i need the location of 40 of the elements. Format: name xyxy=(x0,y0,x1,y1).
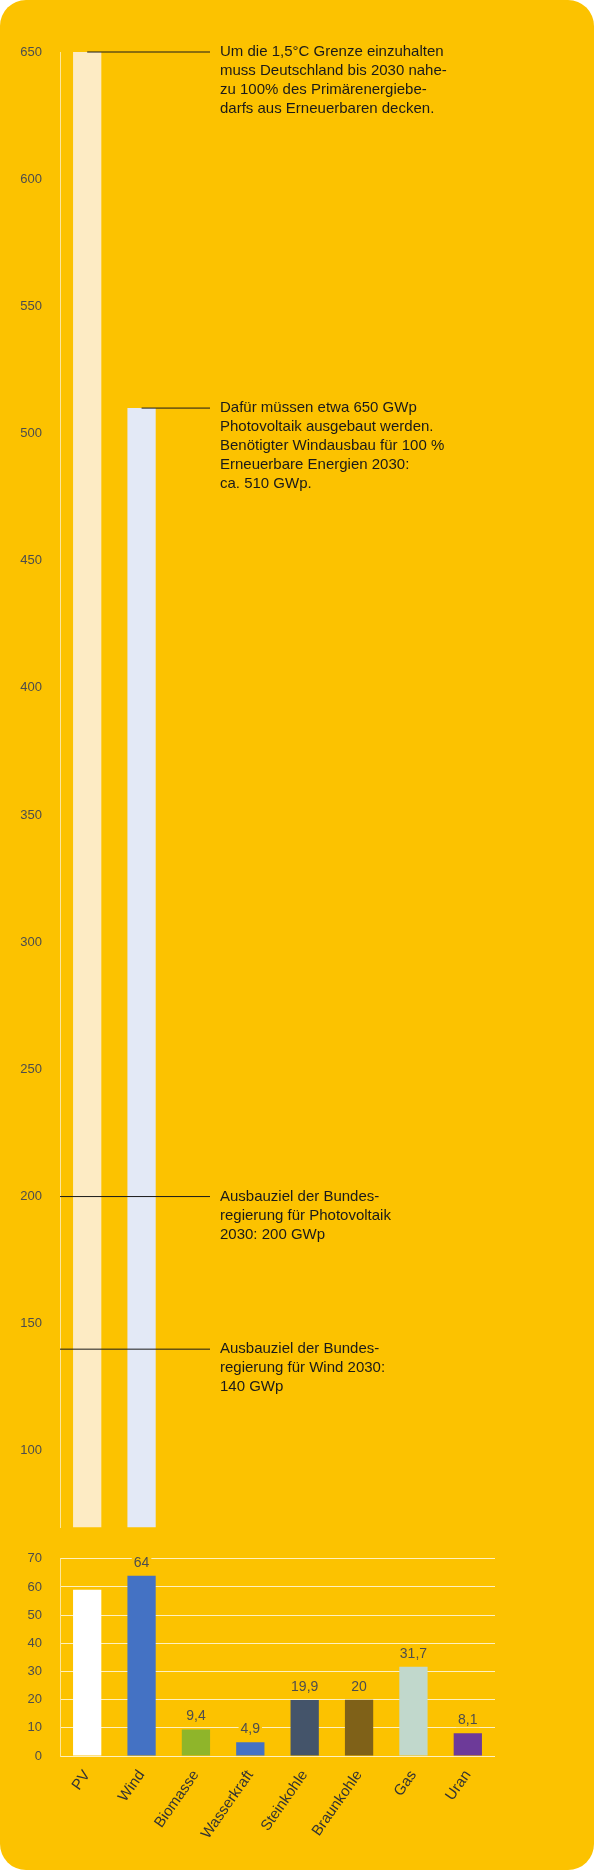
y-tick-label: 250 xyxy=(20,1060,42,1076)
annotation: Um die 1,5°C Grenze einzuhalten muss Deutschland bis 2030 nahe- zu 100% des Primärenergiebe- darfs aus Erneuerbaren decken. xyxy=(220,42,447,117)
y-tick-label: 400 xyxy=(20,679,42,695)
ref-line-label: Ausbauziel der Bundes- regierung für Photovoltaik 2030: 200 GWp xyxy=(220,1186,392,1242)
y-tick-label: 50 xyxy=(27,1606,42,1622)
bar xyxy=(453,1733,482,1756)
y-tick-label: 350 xyxy=(20,806,42,822)
y-tick-label: 200 xyxy=(20,1188,42,1204)
data-label: 8,1 xyxy=(458,1711,478,1728)
y-tick-label: 150 xyxy=(20,1315,42,1331)
y-tick-label: 20 xyxy=(27,1691,42,1707)
annotation: Dafür müssen etwa 650 GWp Photovoltaik ausgebaut werden. Benötigter Windausbau für 100 % Erneuerbare Energien 2030: ca. 510 GWp. xyxy=(220,398,445,492)
y-tick-label: 100 xyxy=(20,1442,42,1458)
y-tick-label: 450 xyxy=(20,552,42,568)
y-tick-label: 600 xyxy=(20,170,42,186)
data-label: 64 xyxy=(133,1553,150,1570)
y-tick-label: 60 xyxy=(27,1578,42,1594)
bar xyxy=(399,1666,428,1756)
bar xyxy=(344,1699,374,1756)
bar xyxy=(127,1575,156,1756)
bar xyxy=(290,1699,319,1756)
bar xyxy=(181,1729,211,1756)
y-tick-label: 30 xyxy=(27,1663,42,1679)
data-label: 4,9 xyxy=(240,1720,261,1737)
ref-line-label: Ausbauziel der Bundes- regierung für Wind 2030: 140 GWp xyxy=(220,1339,386,1395)
data-label: 20 xyxy=(351,1677,368,1694)
data-label: 9,4 xyxy=(186,1707,206,1724)
y-tick-label: 300 xyxy=(20,933,42,949)
y-tick-label: 0 xyxy=(34,1747,42,1763)
y-tick-label: 10 xyxy=(27,1719,42,1735)
x-tick-label: PV xyxy=(67,1766,94,1793)
data-label: 19,9 xyxy=(291,1677,319,1694)
y-tick-label: 650 xyxy=(20,43,42,59)
x-tick-label: Gas xyxy=(389,1766,420,1799)
y-tick-label: 500 xyxy=(20,425,42,441)
y-tick-label: 40 xyxy=(27,1634,42,1650)
y-tick-label: 550 xyxy=(20,297,42,313)
y-tick-label: 70 xyxy=(27,1550,42,1566)
data-label: 31,7 xyxy=(399,1644,428,1661)
bar xyxy=(236,1742,265,1756)
